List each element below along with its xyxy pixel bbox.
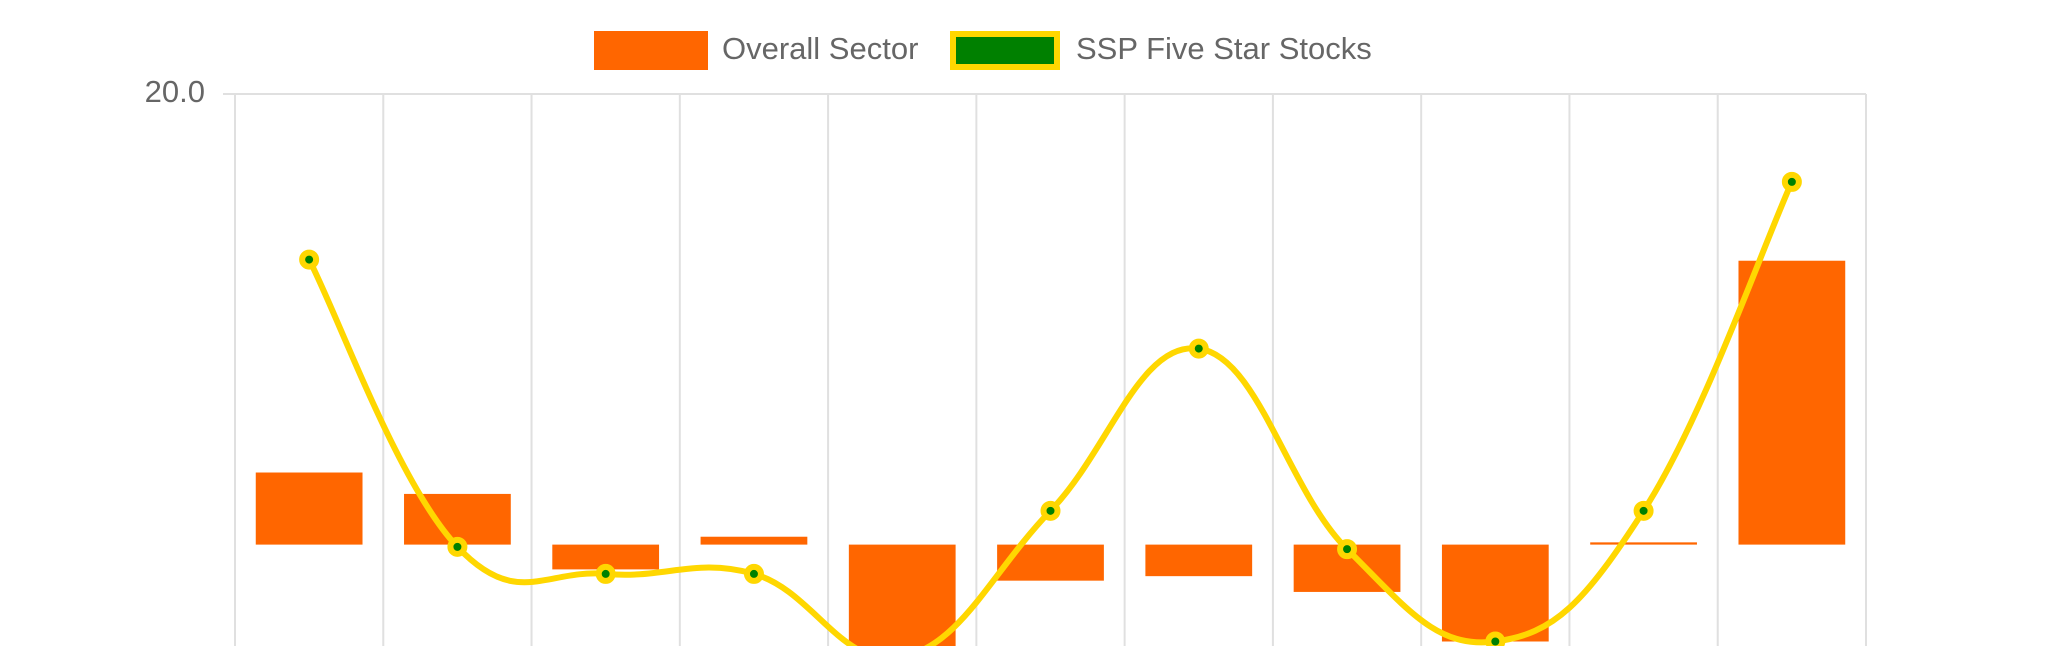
bar bbox=[1738, 260, 1846, 545]
bar bbox=[700, 536, 808, 545]
point bbox=[595, 563, 616, 584]
point bbox=[1633, 500, 1654, 521]
bar bbox=[255, 472, 363, 545]
point bbox=[1188, 338, 1209, 359]
y-tick-label: 20.0 bbox=[145, 74, 205, 109]
point bbox=[1485, 631, 1506, 646]
point bbox=[1781, 171, 1802, 192]
legend-label: Overall Sector bbox=[722, 31, 918, 66]
bar bbox=[1441, 544, 1549, 642]
bar bbox=[997, 544, 1104, 581]
legend-swatch bbox=[950, 31, 1060, 70]
point bbox=[743, 563, 764, 584]
point bbox=[1337, 539, 1358, 560]
legend-swatch bbox=[594, 31, 708, 70]
legend-label: SSP Five Star Stocks bbox=[1076, 31, 1372, 66]
point bbox=[299, 249, 320, 270]
bar bbox=[848, 544, 956, 646]
bar bbox=[1590, 542, 1697, 545]
bar bbox=[1145, 544, 1253, 577]
point bbox=[447, 536, 468, 557]
line bbox=[306, 180, 1795, 646]
point bbox=[1040, 500, 1061, 521]
